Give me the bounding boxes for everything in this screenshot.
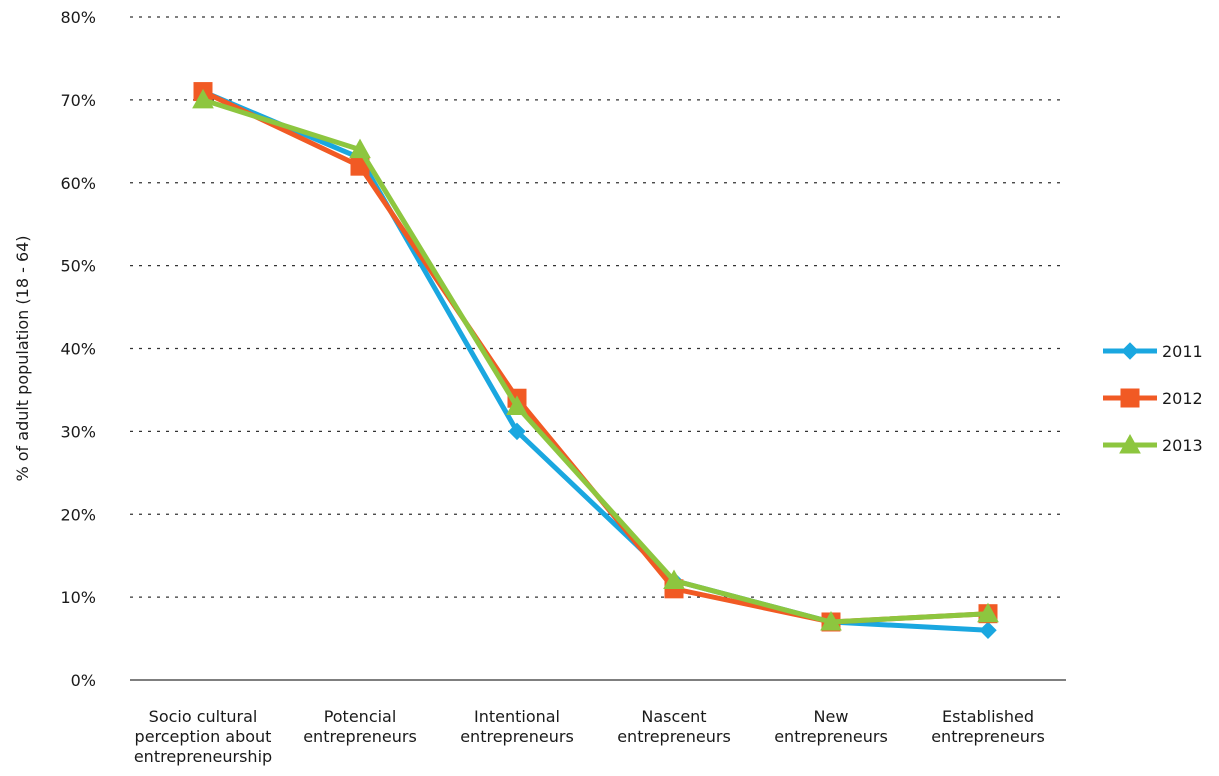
x-category-label: Intentional entrepreneurs xyxy=(460,707,574,746)
x-category-label: Potencial entrepreneurs xyxy=(303,707,417,746)
y-tick-label: 50% xyxy=(60,257,96,276)
data-point-2013 xyxy=(663,569,685,590)
series-2012 xyxy=(193,82,998,632)
series-2013 xyxy=(192,88,999,631)
x-category-label: Socio cultural perception about entreprene… xyxy=(134,707,272,766)
data-point-2013 xyxy=(192,88,214,109)
legend-marker xyxy=(1119,433,1141,454)
legend: 2011 2012 2013 xyxy=(1103,342,1203,455)
data-point-2013 xyxy=(506,395,528,416)
x-category-label: Nascent entrepreneurs xyxy=(617,707,731,746)
y-tick-label: 40% xyxy=(60,340,96,359)
legend-item-2012: 2012 xyxy=(1103,388,1203,408)
y-tick-label: 10% xyxy=(60,588,96,607)
legend-label: 2011 xyxy=(1162,342,1203,361)
gridlines xyxy=(130,16,1066,598)
x-category-label: Established entrepreneurs xyxy=(931,707,1045,746)
data-point-2013 xyxy=(977,602,999,623)
x-category-label: New entrepreneurs xyxy=(774,707,888,746)
legend-marker xyxy=(1120,388,1140,408)
legend-label: 2013 xyxy=(1162,436,1203,455)
series-group xyxy=(192,82,999,639)
series-2011 xyxy=(194,82,997,639)
y-tick-label: 60% xyxy=(60,174,96,193)
y-tick-label: 20% xyxy=(60,505,96,524)
legend-marker xyxy=(1121,342,1139,360)
y-axis-ticks: 0% 10% 20% 30% 40% 50% 60% 70% 80% xyxy=(60,8,96,690)
data-point-2013 xyxy=(349,138,371,159)
y-axis-title: % of adult population (18 - 64) xyxy=(13,235,32,481)
y-tick-label: 30% xyxy=(60,422,96,441)
data-point-2011 xyxy=(508,422,526,441)
data-point-2011 xyxy=(979,621,997,639)
legend-item-2013: 2013 xyxy=(1103,433,1203,455)
data-point-2013 xyxy=(820,610,842,631)
y-tick-label: 70% xyxy=(60,91,96,110)
series-line-2011 xyxy=(200,89,991,633)
legend-label: 2012 xyxy=(1162,389,1203,408)
series-line-2012 xyxy=(200,89,991,625)
x-axis-labels: Socio cultural perception about entreprene… xyxy=(134,707,1045,766)
series-line-2013 xyxy=(200,97,991,625)
y-tick-label: 80% xyxy=(60,8,96,27)
legend-item-2011: 2011 xyxy=(1103,342,1203,361)
y-tick-label: 0% xyxy=(71,671,96,690)
